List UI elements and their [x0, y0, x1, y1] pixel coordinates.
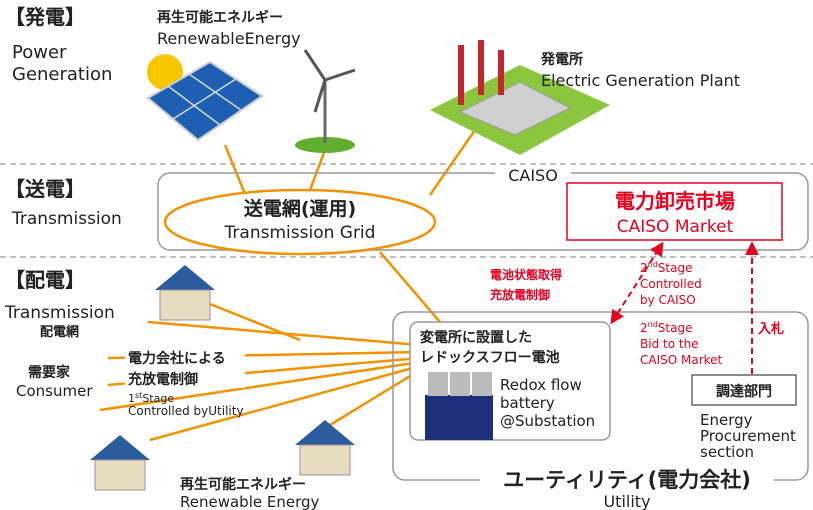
substation-label: レドックスフロー電池 — [420, 349, 560, 366]
stage-sup: st — [135, 391, 142, 400]
utility-label: ユーティリティ(電力会社) — [503, 468, 751, 492]
stage-sup: nd — [648, 320, 658, 329]
stage-num: 2 — [640, 321, 648, 335]
control-label: 電力会社による — [128, 350, 226, 367]
stage-text: Stage — [658, 321, 693, 335]
substation-label-en: battery — [500, 394, 555, 412]
diagram: 【発電】 Power Generation 再生可能エネルギー Renewabl… — [0, 0, 813, 510]
arrow-label: Controlled — [640, 277, 702, 291]
substation-label-en: Redox flow — [500, 376, 582, 394]
arrow-label: by CAISO — [640, 293, 696, 307]
arrow-label: 電池状態取得 — [490, 267, 562, 282]
node-label-en: Electric Generation Plant — [541, 71, 740, 90]
node-label: 再生可能エネルギー — [157, 9, 283, 26]
substation-label-en: @Substation — [500, 412, 595, 430]
section-label: 【発電】 — [5, 5, 85, 29]
battery-icon — [425, 372, 493, 440]
control-label: 充放電制御 — [128, 371, 198, 388]
market-label-en: CAISO Market — [617, 217, 734, 237]
arrow-label: 入札 — [757, 321, 784, 337]
stage-text: Stage — [658, 261, 693, 275]
arrow-label: 2ndStage — [640, 260, 692, 275]
arrow-label: Bid to the — [640, 337, 699, 351]
section-label: 配電網 — [40, 324, 79, 340]
solar-panel-icon — [147, 54, 262, 140]
market-label: 電力卸売市場 — [615, 189, 735, 213]
node-label-en: RenewableEnergy — [157, 29, 301, 48]
control-label: 1stStage — [128, 391, 174, 405]
stage-num: 2 — [640, 261, 648, 275]
section-label: 【配電】 — [5, 268, 85, 292]
section-label-en: Transmission — [4, 303, 115, 323]
control-label: Controlled byUtility — [128, 404, 244, 418]
stage-sup: nd — [648, 260, 658, 269]
consumer-label: 需要家 — [28, 364, 70, 381]
node-label: 発電所 — [540, 51, 583, 68]
consumer-label-en: Consumer — [16, 382, 93, 400]
procurement-label: 調達部門 — [716, 383, 772, 400]
node-label: 再生可能エネルギー — [180, 476, 306, 493]
node-label-en: Renewable Energy — [180, 493, 319, 510]
arrow-label: 2ndStage — [640, 320, 692, 335]
wind-turbine-icon — [295, 50, 355, 153]
section-label-en: Power — [12, 42, 67, 63]
arrow-label: CAISO Market — [640, 353, 723, 367]
section-label-en: Transmission — [11, 209, 122, 229]
caiso-label: CAISO — [508, 166, 558, 185]
section-label: 【送電】 — [5, 177, 85, 201]
section-label-en: Generation — [12, 64, 112, 85]
grid-label-en: Transmission Grid — [224, 223, 376, 243]
utility-label-en: Utility — [603, 492, 650, 510]
substation-label: 変電所に設置した — [420, 329, 532, 346]
power-plant-icon — [430, 40, 610, 155]
procurement-label-en: section — [700, 443, 754, 461]
grid-label: 送電網(運用) — [244, 197, 356, 220]
arrow-label: 充放電制御 — [490, 287, 550, 302]
